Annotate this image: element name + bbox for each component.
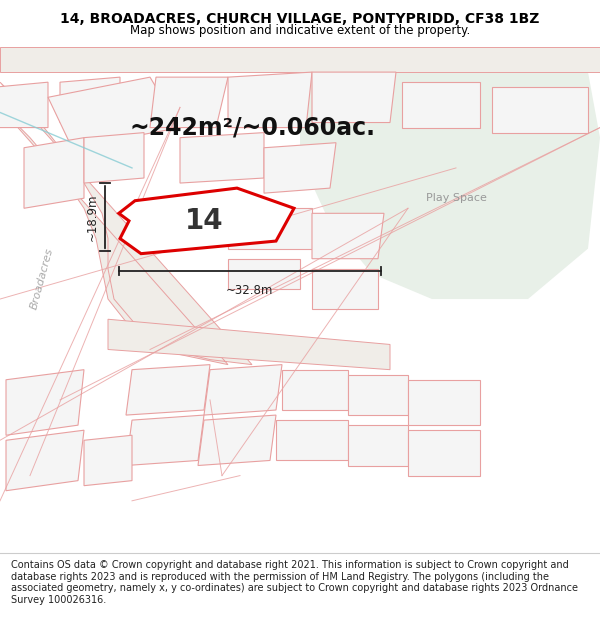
Polygon shape [282, 369, 348, 410]
Polygon shape [126, 415, 204, 466]
Polygon shape [264, 142, 336, 193]
Polygon shape [198, 415, 276, 466]
Polygon shape [24, 138, 84, 208]
Polygon shape [150, 77, 228, 128]
Text: 14, BROADACRES, CHURCH VILLAGE, PONTYPRIDD, CF38 1BZ: 14, BROADACRES, CHURCH VILLAGE, PONTYPRI… [61, 12, 539, 26]
Polygon shape [6, 430, 84, 491]
Polygon shape [228, 208, 312, 249]
Polygon shape [0, 82, 48, 127]
Polygon shape [300, 47, 600, 299]
Polygon shape [180, 132, 264, 183]
Polygon shape [48, 77, 180, 148]
Text: Broadacres: Broadacres [29, 247, 55, 311]
Polygon shape [108, 319, 390, 369]
Polygon shape [312, 213, 384, 259]
Polygon shape [84, 132, 144, 183]
Polygon shape [228, 259, 300, 289]
Polygon shape [126, 364, 210, 415]
Text: 14: 14 [185, 207, 223, 235]
Polygon shape [492, 88, 588, 132]
Polygon shape [0, 47, 600, 72]
Polygon shape [204, 364, 282, 415]
Text: ~18.9m: ~18.9m [86, 193, 99, 241]
Polygon shape [276, 420, 348, 461]
Polygon shape [408, 430, 480, 476]
Polygon shape [402, 82, 480, 127]
Polygon shape [312, 269, 378, 309]
Polygon shape [408, 380, 480, 425]
Polygon shape [312, 72, 396, 122]
Text: Map shows position and indicative extent of the property.: Map shows position and indicative extent… [130, 24, 470, 36]
Polygon shape [0, 82, 252, 364]
Polygon shape [348, 375, 408, 415]
Polygon shape [119, 188, 294, 254]
Text: ~242m²/~0.060ac.: ~242m²/~0.060ac. [129, 116, 375, 139]
Polygon shape [6, 369, 84, 435]
Polygon shape [348, 425, 408, 466]
Text: ~32.8m: ~32.8m [226, 284, 274, 297]
Text: Contains OS data © Crown copyright and database right 2021. This information is : Contains OS data © Crown copyright and d… [11, 560, 578, 605]
Text: Play Space: Play Space [425, 193, 487, 203]
Polygon shape [84, 435, 132, 486]
Polygon shape [60, 77, 120, 122]
Polygon shape [228, 72, 312, 127]
